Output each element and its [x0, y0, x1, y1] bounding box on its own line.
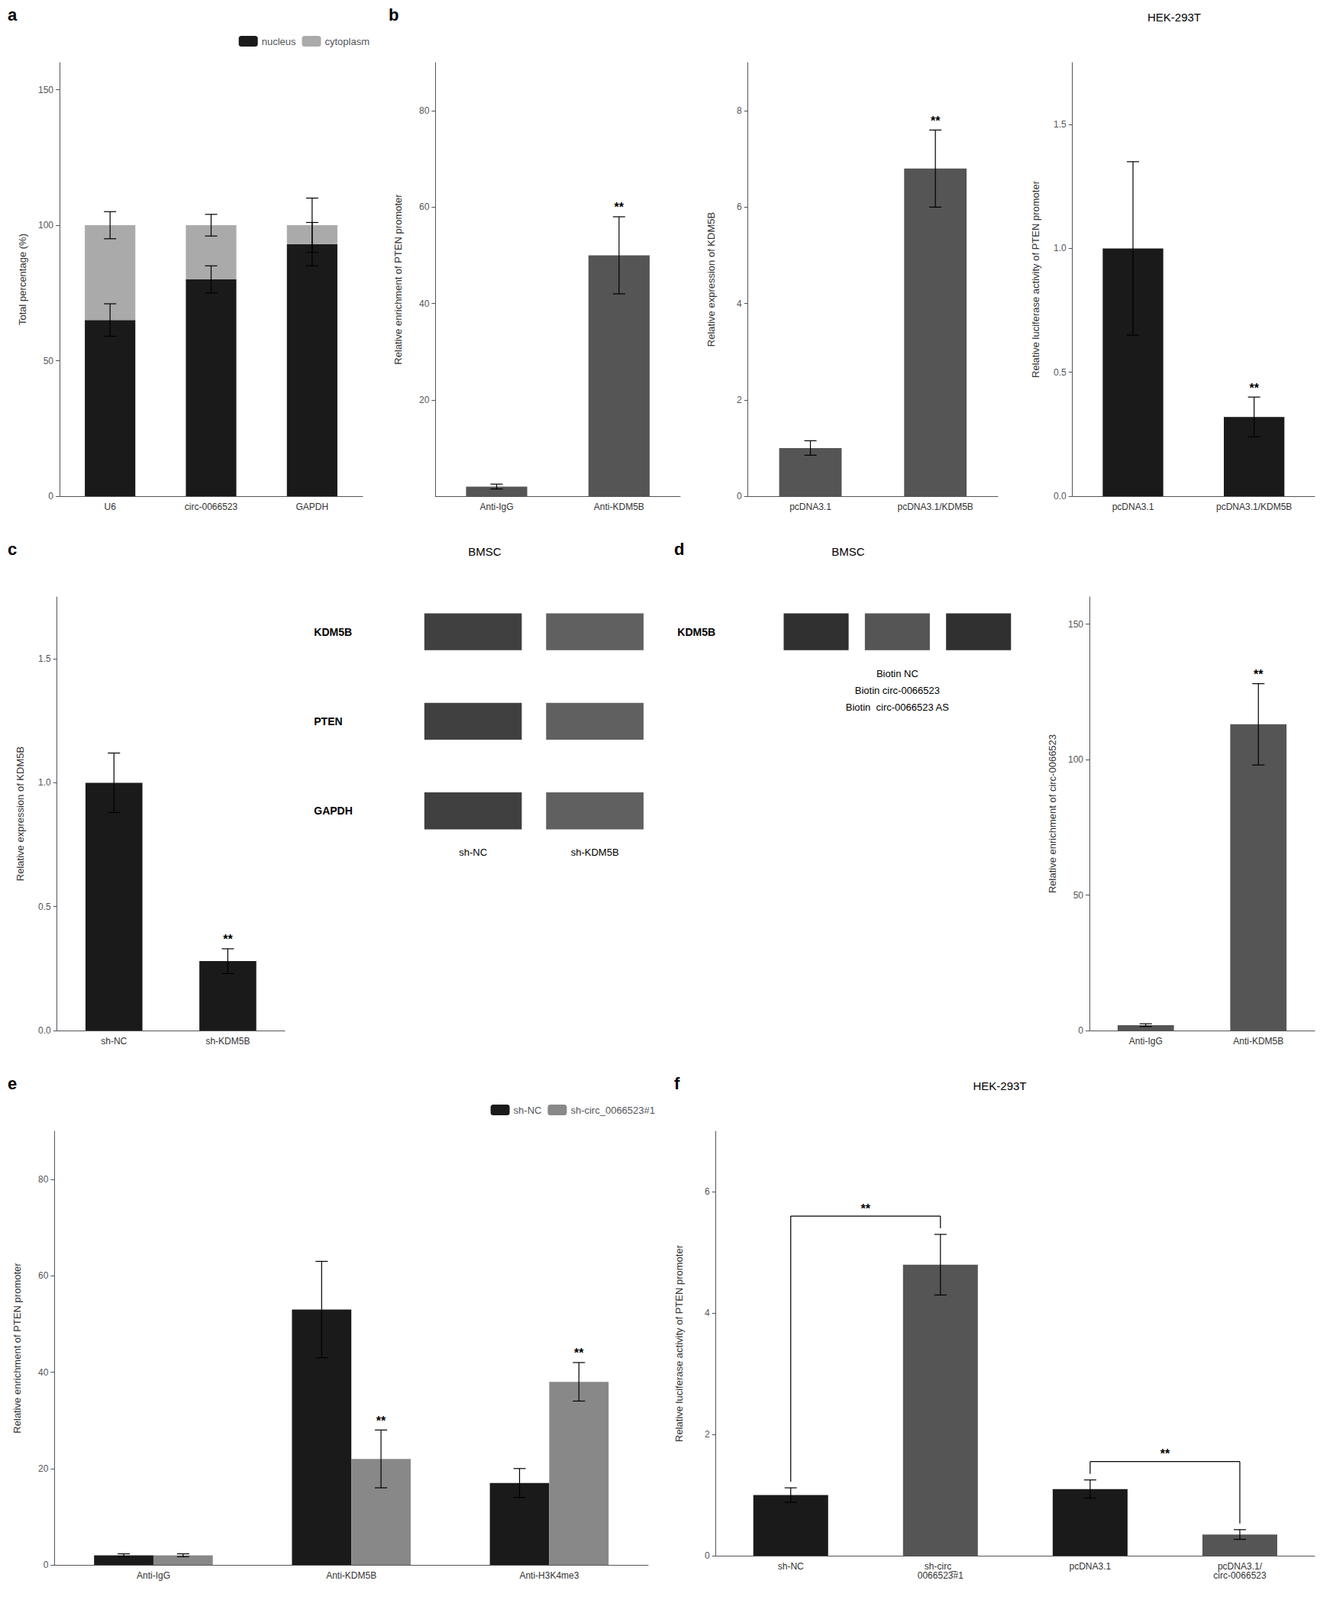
svg-text:**: ** [1160, 1447, 1171, 1461]
svg-text:circ-0066523: circ-0066523 [184, 501, 239, 513]
svg-text:0.5: 0.5 [1053, 367, 1067, 378]
svg-text:BMSC: BMSC [468, 545, 502, 559]
svg-text:**: ** [1253, 668, 1264, 682]
svg-text:**: ** [222, 932, 233, 946]
svg-text:Relative expression of KDM5B: Relative expression of KDM5B [704, 212, 717, 347]
svg-text:150: 150 [1068, 619, 1084, 630]
svg-text:sh-circ_: sh-circ_ [924, 1561, 957, 1572]
svg-text:1.5: 1.5 [38, 653, 52, 665]
svg-text:c: c [7, 539, 17, 559]
svg-text:pcDNA3.1: pcDNA3.1 [1112, 501, 1155, 513]
svg-text:6: 6 [704, 1186, 711, 1198]
svg-text:0.5: 0.5 [38, 901, 52, 913]
svg-text:b: b [388, 5, 399, 25]
svg-text:Biotin NC: Biotin NC [876, 668, 919, 680]
svg-text:8: 8 [736, 105, 743, 117]
svg-text:Anti-KDM5B: Anti-KDM5B [593, 501, 645, 513]
svg-text:Total percentage (%): Total percentage (%) [16, 233, 29, 326]
svg-text:50: 50 [1073, 890, 1085, 901]
svg-text:0: 0 [736, 490, 743, 502]
svg-text:sh-KDM5B: sh-KDM5B [571, 846, 620, 859]
svg-text:PTEN: PTEN [313, 715, 343, 728]
svg-text:4: 4 [736, 298, 743, 310]
svg-text:cytoplasm: cytoplasm [324, 35, 370, 48]
svg-text:U6: U6 [104, 501, 117, 513]
svg-text:Relative enrichment of circ-00: Relative enrichment of circ-0066523 [1046, 734, 1059, 894]
svg-text:0: 0 [48, 490, 54, 502]
svg-text:pcDNA3.1/KDM5B: pcDNA3.1/KDM5B [897, 501, 973, 513]
svg-text:circ-0066523: circ-0066523 [1213, 1570, 1267, 1582]
svg-text:pcDNA3.1: pcDNA3.1 [1069, 1561, 1112, 1572]
svg-text:150: 150 [38, 84, 54, 96]
svg-text:80: 80 [38, 1174, 49, 1185]
svg-text:KDM5B: KDM5B [313, 626, 352, 639]
svg-text:0066523#1: 0066523#1 [917, 1570, 964, 1582]
svg-text:100: 100 [38, 219, 54, 231]
svg-text:Anti-H3K4me3: Anti-H3K4me3 [519, 1570, 579, 1582]
svg-text:e: e [7, 1074, 17, 1094]
svg-text:KDM5B: KDM5B [677, 626, 716, 639]
svg-text:1.5: 1.5 [1053, 119, 1067, 130]
svg-text:d: d [674, 539, 685, 559]
svg-text:60: 60 [38, 1270, 49, 1282]
svg-text:HEK-293T: HEK-293T [1147, 10, 1201, 24]
svg-text:**: ** [613, 200, 624, 214]
svg-text:sh-circ_0066523#1: sh-circ_0066523#1 [570, 1104, 656, 1117]
svg-text:Anti-IgG: Anti-IgG [479, 501, 514, 513]
svg-text:sh-NC: sh-NC [513, 1104, 543, 1117]
svg-text:50: 50 [43, 355, 55, 367]
svg-text:0.0: 0.0 [38, 1025, 52, 1037]
svg-text:Relative luciferase activity o: Relative luciferase activity of PTEN pro… [1029, 180, 1042, 378]
svg-text:0: 0 [1078, 1025, 1085, 1037]
svg-text:**: ** [930, 114, 941, 128]
svg-text:Anti-IgG: Anti-IgG [1129, 1036, 1163, 1047]
svg-text:2: 2 [736, 394, 743, 406]
svg-text:pcDNA3.1/: pcDNA3.1/ [1217, 1561, 1262, 1572]
svg-text:2: 2 [704, 1429, 711, 1440]
svg-text:20: 20 [419, 394, 430, 406]
svg-text:6: 6 [736, 201, 743, 213]
svg-text:**: ** [376, 1414, 387, 1428]
svg-text:1.0: 1.0 [38, 777, 52, 788]
svg-text:20: 20 [38, 1463, 49, 1475]
svg-text:40: 40 [38, 1367, 49, 1379]
svg-text:GAPDH: GAPDH [313, 804, 353, 817]
svg-text:sh-KDM5B: sh-KDM5B [205, 1036, 250, 1047]
svg-text:sh-NC: sh-NC [777, 1561, 804, 1572]
svg-text:Anti-KDM5B: Anti-KDM5B [325, 1570, 377, 1582]
svg-text:1.0: 1.0 [1053, 242, 1067, 254]
svg-text:0.0: 0.0 [1053, 490, 1067, 502]
svg-text:Anti-KDM5B: Anti-KDM5B [1232, 1036, 1284, 1047]
svg-text:f: f [674, 1074, 681, 1094]
svg-text:Biotin circ-0066523 AS: Biotin circ-0066523 AS [845, 701, 949, 714]
svg-text:BMSC: BMSC [831, 545, 865, 559]
svg-text:sh-NC: sh-NC [100, 1036, 127, 1047]
svg-text:a: a [7, 5, 18, 25]
svg-text:Biotin circ-0066523: Biotin circ-0066523 [855, 684, 940, 697]
svg-text:4: 4 [704, 1307, 711, 1319]
svg-text:0: 0 [43, 1559, 49, 1571]
svg-text:**: ** [1249, 381, 1260, 395]
svg-text:pcDNA3.1: pcDNA3.1 [789, 501, 832, 513]
svg-text:**: ** [861, 1202, 872, 1216]
svg-text:Relative enrichment of PTEN pr: Relative enrichment of PTEN promoter [392, 193, 404, 365]
svg-text:pcDNA3.1/KDM5B: pcDNA3.1/KDM5B [1216, 501, 1292, 513]
svg-text:Relative expression of KDM5B: Relative expression of KDM5B [14, 746, 26, 882]
svg-text:Relative luciferase activity o: Relative luciferase activity of PTEN pro… [673, 1244, 685, 1443]
svg-text:0: 0 [704, 1550, 711, 1562]
svg-text:**: ** [574, 1346, 585, 1360]
svg-text:Anti-IgG: Anti-IgG [136, 1570, 171, 1582]
svg-text:60: 60 [419, 201, 430, 213]
svg-text:sh-NC: sh-NC [458, 846, 488, 859]
svg-text:40: 40 [419, 298, 430, 310]
svg-text:100: 100 [1068, 754, 1084, 765]
svg-text:Relative enrichment of PTEN pr: Relative enrichment of PTEN promoter [11, 1262, 23, 1434]
svg-text:80: 80 [419, 105, 430, 117]
svg-text:HEK-293T: HEK-293T [972, 1079, 1027, 1093]
svg-text:nucleus: nucleus [261, 35, 297, 48]
svg-text:GAPDH: GAPDH [295, 501, 329, 513]
